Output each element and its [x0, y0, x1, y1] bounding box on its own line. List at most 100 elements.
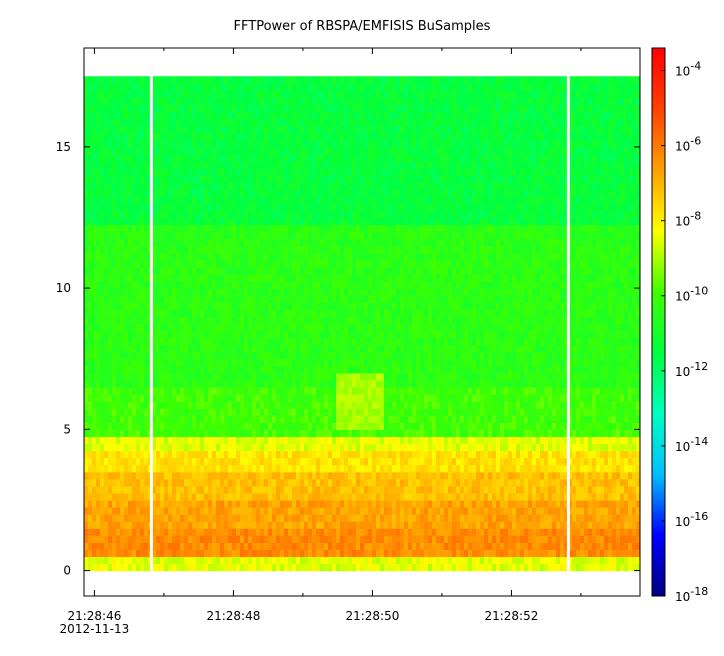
heatmap-cell — [372, 549, 377, 558]
heatmap-cell — [540, 450, 545, 459]
heatmap-cell — [96, 492, 101, 501]
heatmap-cell — [104, 358, 109, 367]
heatmap-cell — [280, 436, 285, 445]
heatmap-cell — [152, 316, 157, 325]
heatmap-cell — [448, 358, 453, 367]
heatmap-cell — [212, 542, 217, 550]
heatmap-cell — [548, 556, 553, 565]
heatmap-cell — [352, 457, 357, 466]
heatmap-cell — [472, 429, 477, 437]
heatmap-cell — [344, 415, 349, 423]
heatmap-cell — [92, 563, 97, 572]
heatmap-cell — [512, 457, 517, 466]
heatmap-cell — [192, 379, 197, 388]
heatmap-cell — [516, 535, 521, 543]
heatmap-cell — [364, 365, 369, 374]
heatmap-cell — [252, 323, 257, 332]
heatmap-cell — [128, 351, 133, 360]
heatmap-cell — [152, 457, 157, 466]
heatmap-cell — [460, 464, 465, 473]
heatmap-cell — [300, 415, 305, 423]
heatmap-cell — [100, 485, 105, 494]
heatmap-cell — [448, 316, 453, 325]
heatmap-cell — [480, 556, 485, 565]
heatmap-cell — [216, 464, 221, 473]
heatmap-cell — [228, 443, 233, 452]
heatmap-cell — [88, 549, 93, 558]
heatmap-cell — [572, 344, 577, 353]
heatmap-cell — [540, 351, 545, 360]
heatmap-cell — [204, 457, 209, 466]
heatmap-cell — [584, 528, 589, 536]
heatmap-cell — [84, 457, 89, 466]
heatmap-cell — [468, 485, 473, 494]
heatmap-cell — [452, 365, 457, 374]
heatmap-cell — [496, 478, 501, 487]
heatmap-cell — [568, 372, 573, 381]
heatmap-cell — [424, 443, 429, 452]
heatmap-cell — [268, 457, 273, 466]
heatmap-cell — [348, 358, 353, 367]
heatmap-cell — [120, 351, 125, 360]
heatmap-cell — [452, 507, 457, 515]
heatmap-cell — [88, 542, 93, 550]
heatmap-cell — [572, 415, 577, 423]
heatmap-cell — [332, 450, 337, 459]
heatmap-cell — [176, 514, 181, 522]
heatmap-cell — [164, 323, 169, 332]
heatmap-cell — [212, 379, 217, 388]
heatmap-cell — [572, 478, 577, 487]
heatmap-cell — [336, 337, 341, 346]
heatmap-cell — [616, 464, 621, 473]
heatmap-cell — [572, 316, 577, 325]
heatmap-cell — [300, 507, 305, 515]
heatmap-cell — [508, 450, 513, 459]
heatmap-cell — [112, 351, 117, 360]
heatmap-cell — [144, 549, 149, 558]
heatmap-cell — [472, 535, 477, 543]
heatmap-cell — [488, 443, 493, 452]
heatmap-cell — [504, 379, 509, 388]
heatmap-cell — [300, 422, 305, 430]
heatmap-cell — [204, 549, 209, 558]
heatmap-cell — [416, 351, 421, 360]
heatmap-cell — [492, 408, 497, 416]
heatmap-cell — [560, 401, 565, 409]
heatmap-cell — [504, 422, 509, 430]
heatmap-cell — [256, 514, 261, 522]
heatmap-cell — [336, 408, 341, 416]
heatmap-cell — [236, 330, 241, 339]
heatmap-cell — [112, 429, 117, 437]
heatmap-cell — [628, 528, 633, 536]
heatmap-cell — [492, 436, 497, 445]
heatmap-cell — [464, 337, 469, 346]
heatmap-cell — [416, 514, 421, 522]
heatmap-cell — [388, 535, 393, 543]
heatmap-cell — [304, 556, 309, 565]
heatmap-cell — [500, 471, 505, 480]
heatmap-cell — [412, 415, 417, 423]
heatmap-cell — [528, 542, 533, 550]
heatmap-cell — [364, 471, 369, 480]
heatmap-cell — [340, 429, 345, 437]
heatmap-cell — [144, 365, 149, 374]
heatmap-cell — [592, 514, 597, 522]
heatmap-cell — [348, 457, 353, 466]
heatmap-cell — [172, 337, 177, 346]
heatmap-cell — [252, 535, 257, 543]
heatmap-cell — [392, 365, 397, 374]
heatmap-cell — [396, 499, 401, 508]
heatmap-cell — [532, 528, 537, 536]
heatmap-cell — [584, 457, 589, 466]
heatmap-cell — [380, 528, 385, 536]
heatmap-cell — [380, 443, 385, 452]
heatmap-cell — [484, 563, 489, 572]
heatmap-cell — [628, 330, 633, 339]
heatmap-cell — [520, 471, 525, 480]
heatmap-cell — [624, 521, 629, 529]
heatmap-cell — [588, 499, 593, 508]
heatmap-cell — [436, 436, 441, 445]
heatmap-cell — [260, 485, 265, 494]
heatmap-cell — [240, 514, 245, 522]
heatmap-cell — [172, 528, 177, 536]
